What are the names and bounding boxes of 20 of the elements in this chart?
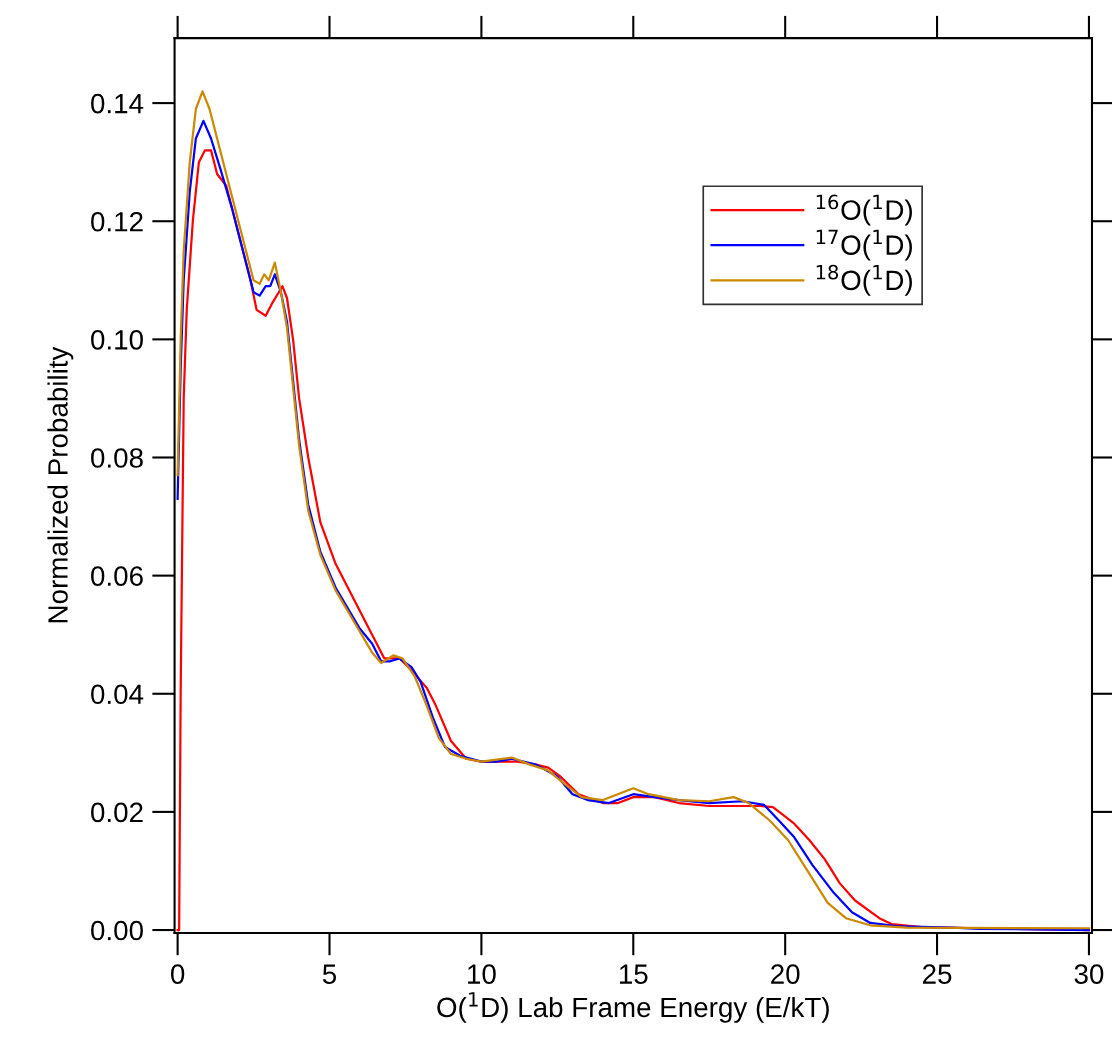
y-tick-label: 0.14 — [91, 93, 144, 114]
y-tick-label: 0.10 — [91, 330, 143, 350]
y-tick-label: 0.12 — [91, 211, 143, 232]
x-axis-title: O($^{1}$D) Lab Frame Energy (E/kT) — [437, 992, 829, 1023]
y-tick-label: 0.00 — [91, 920, 143, 941]
y-tick-label: 0.08 — [91, 448, 143, 468]
x-tick-label: 10 — [468, 964, 496, 984]
y-axis-title: Normalized Probability — [47, 346, 74, 623]
y-tick-label: 0.06 — [91, 566, 143, 586]
legend-label: $^{16}$O($^{1}$D) — [816, 194, 912, 226]
legend-label: $^{18}$O($^{1}$D) — [816, 264, 912, 296]
legend-label: $^{17}$O($^{1}$D) — [816, 229, 912, 261]
x-tick-label: 15 — [619, 964, 648, 984]
y-tick-label: 0.02 — [91, 802, 143, 823]
x-tick-label: 0 — [170, 964, 185, 984]
x-tick-label: 30 — [1074, 964, 1104, 984]
y-tick-label: 0.04 — [91, 684, 144, 705]
x-tick-label: 20 — [771, 964, 800, 984]
x-tick-label: 25 — [923, 964, 952, 984]
x-tick-label: 5 — [322, 964, 337, 984]
